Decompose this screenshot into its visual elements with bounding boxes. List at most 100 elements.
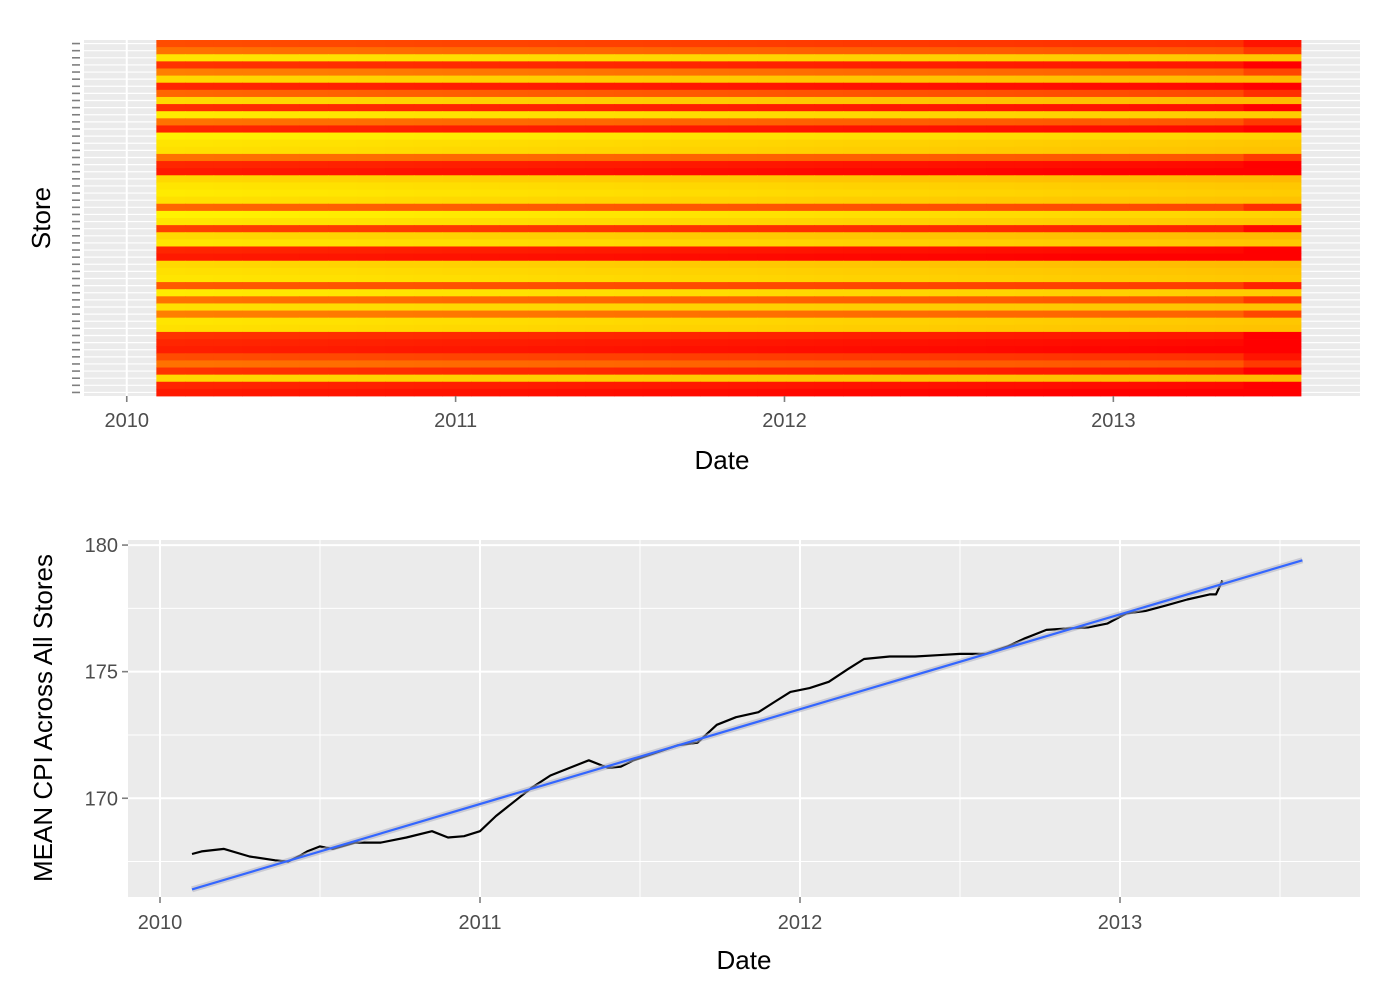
heatmap-cell bbox=[699, 232, 730, 240]
heatmap-cell bbox=[156, 353, 186, 361]
heatmap-cell bbox=[642, 61, 672, 69]
heatmap-cell bbox=[242, 175, 272, 183]
heatmap-cell bbox=[1186, 96, 1216, 105]
heatmap-cell bbox=[728, 388, 758, 397]
heatmap-cell bbox=[528, 253, 558, 262]
heatmap-cell bbox=[1071, 125, 1102, 133]
heatmap-cell bbox=[585, 310, 615, 319]
heatmap-cell bbox=[642, 253, 672, 262]
heatmap-cell bbox=[1157, 111, 1187, 119]
heatmap-cell bbox=[928, 310, 959, 319]
heatmap-cell bbox=[671, 274, 701, 283]
heatmap-cell bbox=[642, 125, 672, 133]
heatmap-cell bbox=[585, 324, 615, 333]
heatmap-cell bbox=[1071, 96, 1102, 105]
heatmap-cell bbox=[1129, 104, 1159, 112]
heatmap-cell bbox=[299, 68, 329, 76]
heatmap-cell bbox=[413, 118, 444, 126]
heatmap-cell bbox=[900, 89, 930, 98]
heatmap-cell bbox=[585, 54, 615, 62]
heatmap-cell bbox=[299, 210, 329, 219]
heatmap-cell bbox=[642, 82, 672, 91]
heatmap-cell bbox=[385, 118, 415, 126]
heatmap-cell bbox=[957, 40, 987, 48]
heatmap-cell bbox=[270, 118, 301, 126]
heatmap-cell bbox=[328, 68, 358, 76]
heatmap-cell bbox=[242, 331, 272, 340]
heatmap-cell bbox=[1129, 218, 1159, 226]
heatmap-cell bbox=[1214, 189, 1245, 198]
heatmap-cell bbox=[1157, 367, 1187, 376]
heatmap-cell bbox=[499, 189, 529, 198]
heatmap-cell bbox=[728, 225, 758, 233]
heatmap-cell bbox=[156, 260, 186, 269]
heatmap-cell bbox=[900, 296, 930, 304]
heatmap-cell bbox=[671, 282, 701, 290]
heatmap-cell bbox=[757, 47, 787, 55]
heatmap-cell bbox=[213, 189, 243, 198]
heatmap-cell bbox=[356, 203, 386, 212]
heatmap-cell bbox=[1186, 289, 1216, 297]
heatmap-cell bbox=[843, 374, 873, 383]
heatmap-cell bbox=[499, 253, 529, 262]
heatmap-cell bbox=[957, 161, 987, 169]
heatmap-cell bbox=[1186, 146, 1216, 155]
heatmap-cell bbox=[328, 118, 358, 126]
heatmap-cell bbox=[499, 388, 529, 397]
heatmap-cell bbox=[156, 331, 186, 340]
heatmap-cell bbox=[957, 139, 987, 148]
heatmap-cell bbox=[614, 331, 644, 340]
heatmap-cell bbox=[499, 346, 529, 354]
heatmap-cell bbox=[671, 111, 701, 119]
heatmap-cell bbox=[270, 182, 301, 190]
heatmap-cell bbox=[299, 303, 329, 311]
heatmap-cell bbox=[1186, 104, 1216, 112]
heatmap-cell bbox=[1014, 40, 1044, 48]
heatmap-cell bbox=[1272, 381, 1302, 390]
heatmap-cell bbox=[385, 146, 415, 155]
heatmap-cell bbox=[585, 75, 615, 84]
heatmap-cell bbox=[213, 218, 243, 226]
heatmap-cell bbox=[184, 40, 215, 48]
heatmap-x-axis-title: Date bbox=[695, 445, 750, 475]
heatmap-cell bbox=[642, 296, 672, 304]
heatmap-cell bbox=[871, 331, 901, 340]
heatmap-cell bbox=[1100, 346, 1130, 354]
heatmap-cell bbox=[1014, 68, 1044, 76]
heatmap-cell bbox=[699, 218, 730, 226]
heatmap-cell bbox=[1071, 75, 1102, 84]
heatmap-x-tick-label: 2010 bbox=[105, 410, 150, 432]
heatmap-cell bbox=[413, 388, 444, 397]
heatmap-cell bbox=[499, 139, 529, 148]
heatmap-cell bbox=[471, 189, 501, 198]
heatmap-cell bbox=[499, 40, 529, 48]
heatmap-cell bbox=[1186, 175, 1216, 183]
heatmap-cell bbox=[385, 47, 415, 55]
heatmap-cell bbox=[471, 196, 501, 205]
heatmap-cell bbox=[499, 374, 529, 383]
heatmap-cell bbox=[1157, 360, 1187, 368]
heatmap-cell bbox=[413, 168, 444, 176]
heatmap-cell bbox=[156, 381, 186, 390]
heatmap-cell bbox=[1272, 40, 1302, 48]
heatmap-cell bbox=[299, 40, 329, 48]
heatmap-cell bbox=[585, 246, 615, 254]
heatmap-cell bbox=[528, 139, 558, 148]
heatmap-cell bbox=[1157, 324, 1187, 333]
heatmap-cell bbox=[356, 303, 386, 311]
heatmap-cell bbox=[156, 132, 186, 141]
heatmap-cell bbox=[986, 210, 1016, 219]
heatmap-cell bbox=[957, 203, 987, 212]
heatmap-cell bbox=[328, 210, 358, 219]
heatmap-cell bbox=[986, 367, 1016, 376]
heatmap-cell bbox=[957, 367, 987, 376]
heatmap-cell bbox=[1043, 282, 1073, 290]
heatmap-cell bbox=[471, 153, 501, 162]
heatmap-cell bbox=[843, 153, 873, 162]
heatmap-cell bbox=[871, 360, 901, 368]
heatmap-cell bbox=[1100, 246, 1130, 254]
heatmap-cell bbox=[900, 225, 930, 233]
heatmap-cell bbox=[1272, 303, 1302, 311]
heatmap-cell bbox=[184, 196, 215, 205]
